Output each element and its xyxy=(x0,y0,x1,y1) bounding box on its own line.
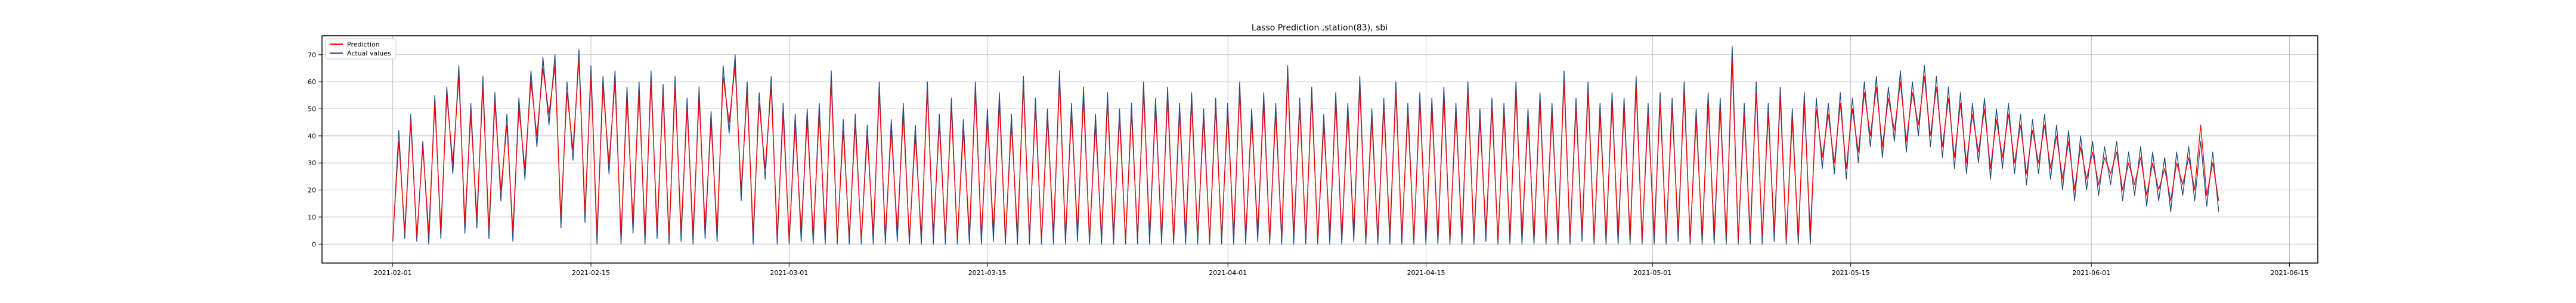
legend-label-prediction: Prediction xyxy=(347,41,380,48)
y-tick-label: 30 xyxy=(308,159,316,167)
x-axis: 2021-02-01 2021-02-15 2021-03-01 2021-03-15… xyxy=(374,263,2309,277)
x-tick-label: 2021-05-15 xyxy=(1832,269,1870,277)
y-tick-label: 40 xyxy=(308,132,316,140)
legend: Prediction Actual values xyxy=(325,38,397,60)
series-line-prediction xyxy=(392,60,2219,239)
legend-box xyxy=(325,38,397,60)
x-tick-label: 2021-03-01 xyxy=(770,269,808,277)
x-tick-label: 2021-05-01 xyxy=(1633,269,1671,277)
x-tick-label: 2021-06-15 xyxy=(2271,269,2309,277)
y-tick-label: 10 xyxy=(308,214,316,221)
chart-title: Lasso Prediction ,station(83), sbi xyxy=(1252,23,1388,33)
y-tick-label: 60 xyxy=(308,78,316,86)
x-tick-label: 2021-03-15 xyxy=(968,269,1007,277)
plot-area xyxy=(321,35,2318,264)
y-tick-label: 0 xyxy=(312,240,316,248)
x-tick-label: 2021-06-01 xyxy=(2072,269,2110,277)
series-lines xyxy=(392,46,2219,245)
y-tick-label: 20 xyxy=(308,187,316,194)
grid-lines xyxy=(322,36,2318,263)
y-tick-label: 50 xyxy=(308,105,316,113)
y-axis: 0 10 20 30 40 50 60 70 xyxy=(308,51,322,248)
x-tick-label: 2021-02-15 xyxy=(572,269,610,277)
x-tick-label: 2021-04-15 xyxy=(1407,269,1445,277)
x-tick-label: 2021-02-01 xyxy=(374,269,412,277)
legend-label-actual-values: Actual values xyxy=(347,50,391,57)
y-tick-label: 70 xyxy=(308,51,316,59)
x-tick-label: 2021-04-01 xyxy=(1209,269,1247,277)
